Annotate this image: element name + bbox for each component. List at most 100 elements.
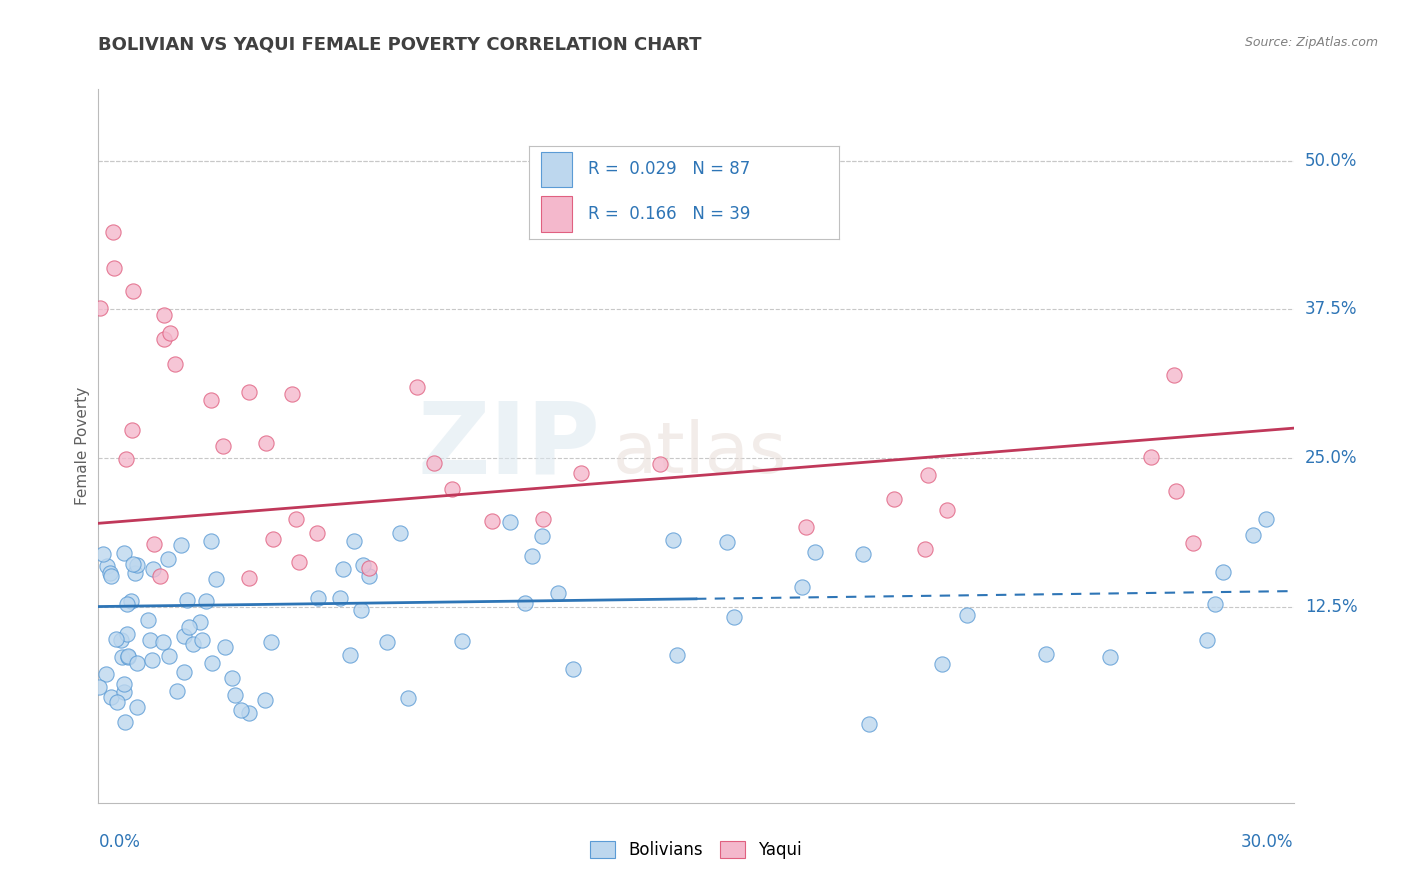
Point [143,536,166,550]
Point [238,385,260,400]
Point [450,633,472,648]
Point [153,332,176,346]
Point [100,568,122,582]
Point [201,656,224,670]
Point [124,566,146,581]
Point [141,653,163,667]
Text: Source: ZipAtlas.com: Source: ZipAtlas.com [1244,36,1378,49]
Point [284,512,307,526]
Point [224,688,246,702]
Point [98,566,121,581]
Point [188,615,211,629]
Point [531,512,554,526]
Point [260,635,283,649]
Point [515,596,537,610]
Point [121,423,143,437]
Point [914,541,936,556]
Text: 30.0%: 30.0% [1241,833,1294,851]
Point [200,392,222,407]
Point [238,571,260,585]
Point [214,640,236,654]
Text: atlas: atlas [613,418,787,488]
Point [396,691,419,706]
Point [917,467,939,482]
Point [307,591,329,606]
Point [1195,633,1218,648]
Point [114,546,136,560]
Point [94,667,117,681]
Point [329,591,352,605]
Text: BOLIVIAN VS YAQUI FEMALE POVERTY CORRELATION CHART: BOLIVIAN VS YAQUI FEMALE POVERTY CORRELA… [98,36,702,54]
Point [803,544,825,558]
Point [723,610,745,624]
Text: ZIP: ZIP [418,398,600,494]
Point [115,452,138,467]
Point [547,586,569,600]
Point [177,620,200,634]
Point [136,613,159,627]
Point [1163,368,1185,382]
Point [389,526,412,541]
Point [142,562,165,576]
Point [112,677,135,691]
Legend: Bolivians, Yaqui: Bolivians, Yaqui [583,834,808,866]
Point [204,572,226,586]
Point [149,569,172,583]
Point [931,657,953,671]
Point [110,632,132,647]
Point [87,680,110,694]
Text: 12.5%: 12.5% [1305,598,1357,615]
Text: 0.0%: 0.0% [98,833,141,851]
Point [648,457,671,471]
Point [114,685,136,699]
Point [661,533,683,547]
Point [100,690,122,704]
Point [562,662,585,676]
Point [794,519,817,533]
Point [159,326,181,341]
Point [498,515,520,529]
Point [117,648,139,663]
Point [89,301,111,315]
Point [350,603,373,617]
Point [173,629,195,643]
Point [117,627,139,641]
Point [173,665,195,679]
Point [883,492,905,507]
Point [852,547,875,561]
Point [716,534,738,549]
Point [1035,647,1057,661]
Point [111,649,134,664]
Point [357,561,380,575]
Point [262,532,284,546]
Point [229,703,252,717]
Point [115,598,138,612]
Point [1166,483,1188,498]
Point [666,648,689,663]
Point [122,285,145,299]
Point [254,436,277,450]
Point [858,717,880,731]
Point [1139,450,1161,464]
Point [200,534,222,549]
Text: 25.0%: 25.0% [1305,449,1357,467]
Point [790,580,813,594]
Point [1181,536,1204,550]
Point [103,260,125,275]
Text: 50.0%: 50.0% [1305,152,1357,169]
Point [91,547,114,561]
Point [176,593,198,607]
Point [406,379,429,393]
Point [1204,597,1226,611]
Point [936,503,959,517]
Point [440,483,463,497]
Point [481,514,503,528]
Point [238,706,260,720]
Point [332,562,354,576]
Point [375,635,398,649]
Point [120,593,142,607]
Point [422,456,444,470]
Point [181,637,204,651]
Point [125,700,148,714]
Point [211,440,233,454]
